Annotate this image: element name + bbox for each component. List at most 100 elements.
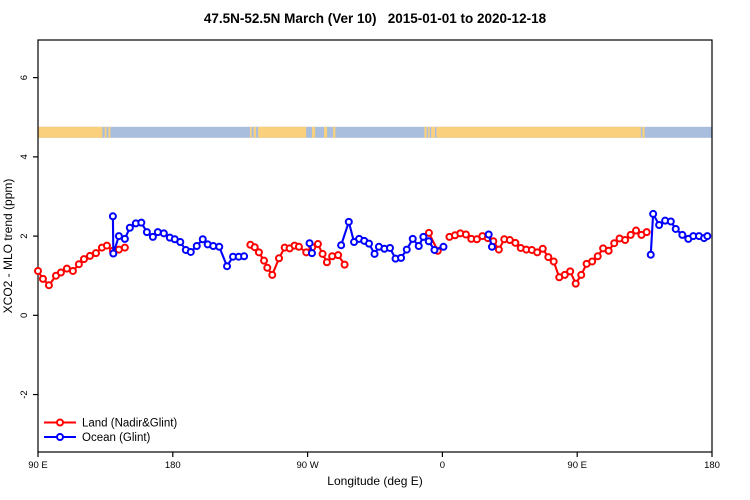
land-strip-segment <box>249 126 252 138</box>
series-ocean <box>108 209 712 271</box>
data-point-marker <box>494 245 503 254</box>
data-point-marker <box>649 209 658 218</box>
data-point-marker <box>566 267 575 276</box>
data-point-marker <box>334 251 343 260</box>
data-point-marker <box>268 270 277 279</box>
data-point-marker <box>424 237 433 246</box>
land-strip-segment <box>642 126 645 138</box>
legend-label: Ocean (Glint) <box>82 432 151 444</box>
land-strip-segment <box>428 126 430 138</box>
land-strip-segment <box>108 126 111 138</box>
data-point-marker <box>44 281 53 290</box>
land-strip-segment <box>324 126 328 138</box>
x-tick-label: 90 E <box>567 460 587 471</box>
data-point-marker <box>461 230 470 239</box>
y-tick-label: -2 <box>19 390 30 398</box>
x-tick-label: 90 E <box>28 460 48 471</box>
legend-label: Land (Nadir&Glint) <box>82 418 177 430</box>
land-strip-segment <box>431 126 435 138</box>
legend-item: Land (Nadir&Glint) <box>44 418 177 430</box>
data-point-marker <box>430 245 439 254</box>
data-point-marker <box>577 270 586 279</box>
data-point-marker <box>626 230 635 239</box>
data-point-marker <box>344 217 353 226</box>
data-point-marker <box>642 228 651 237</box>
data-point-marker <box>108 212 117 221</box>
data-point-marker <box>305 239 314 248</box>
data-point-marker <box>79 255 88 264</box>
data-point-marker <box>511 238 520 247</box>
data-point-marker <box>148 232 157 241</box>
data-point-marker <box>176 238 185 247</box>
data-point-marker <box>370 249 379 258</box>
data-point-marker <box>560 270 569 279</box>
series-land <box>34 226 651 290</box>
data-point-marker <box>678 230 687 239</box>
generated-plot-content: 90 E 180 90 W 0 90 E 180 -2 0 2 4 6 Land (Nadir&Gli… <box>19 39 720 471</box>
data-point-marker <box>544 253 553 262</box>
data-point-marker <box>340 260 349 269</box>
data-point-marker <box>571 279 580 288</box>
data-point-marker <box>318 249 327 258</box>
data-point-marker <box>68 266 77 275</box>
land-strip-segment <box>104 126 107 138</box>
data-point-marker <box>198 235 207 244</box>
data-point-marker <box>408 234 417 243</box>
data-point-marker <box>610 239 619 248</box>
y-tick-label: 4 <box>19 154 30 159</box>
data-point-marker <box>402 245 411 254</box>
data-point-marker <box>263 263 272 272</box>
data-point-marker <box>632 226 641 235</box>
data-point-marker <box>254 248 263 257</box>
legend-marker <box>56 418 64 427</box>
data-point-marker <box>109 249 118 258</box>
data-point-marker <box>74 260 83 269</box>
data-point-marker <box>307 249 316 258</box>
data-point-marker <box>439 242 448 251</box>
land-ocean-strip <box>38 126 712 138</box>
data-point-marker <box>114 232 123 241</box>
data-point-marker <box>397 253 406 262</box>
data-point-marker <box>424 228 433 237</box>
data-point-marker <box>337 241 346 250</box>
data-point-marker <box>604 246 613 255</box>
data-point-marker <box>646 250 655 259</box>
data-point-marker <box>593 252 602 261</box>
data-point-marker <box>365 239 374 248</box>
data-point-marker <box>538 244 547 253</box>
data-point-marker <box>414 242 423 250</box>
data-point-marker <box>142 228 151 237</box>
legend: Land (Nadir&Glint) Ocean (Glint) <box>44 418 177 444</box>
data-point-marker <box>186 247 195 256</box>
data-point-marker <box>322 258 331 267</box>
data-point-marker <box>240 252 249 261</box>
data-point-marker <box>192 242 201 250</box>
data-point-marker <box>621 236 630 245</box>
data-point-marker <box>91 249 100 258</box>
data-point-marker <box>102 241 111 250</box>
data-point-marker <box>125 223 134 232</box>
x-tick-label: 180 <box>704 460 720 471</box>
data-point-marker <box>419 232 428 241</box>
data-point-marker <box>223 262 232 271</box>
land-strip-segment <box>258 126 307 138</box>
x-axis: 90 E 180 90 W 0 90 E 180 <box>28 452 720 471</box>
data-point-marker <box>120 234 129 243</box>
data-point-marker <box>313 240 322 249</box>
data-point-marker <box>385 243 394 252</box>
data-point-marker <box>533 248 542 257</box>
data-point-marker <box>85 251 94 260</box>
x-tick-label: 0 <box>440 460 445 471</box>
y-tick-label: 0 <box>19 313 30 318</box>
data-point-marker <box>671 224 680 233</box>
y-tick-label: 6 <box>19 75 30 80</box>
x-tick-label: 180 <box>165 460 181 471</box>
data-point-marker <box>250 243 259 252</box>
data-point-marker <box>666 217 675 226</box>
y-tick-label: 2 <box>19 233 30 238</box>
data-point-marker <box>56 268 65 277</box>
x-axis-title: Longitude (deg E) <box>327 474 422 488</box>
data-point-marker <box>137 218 146 227</box>
